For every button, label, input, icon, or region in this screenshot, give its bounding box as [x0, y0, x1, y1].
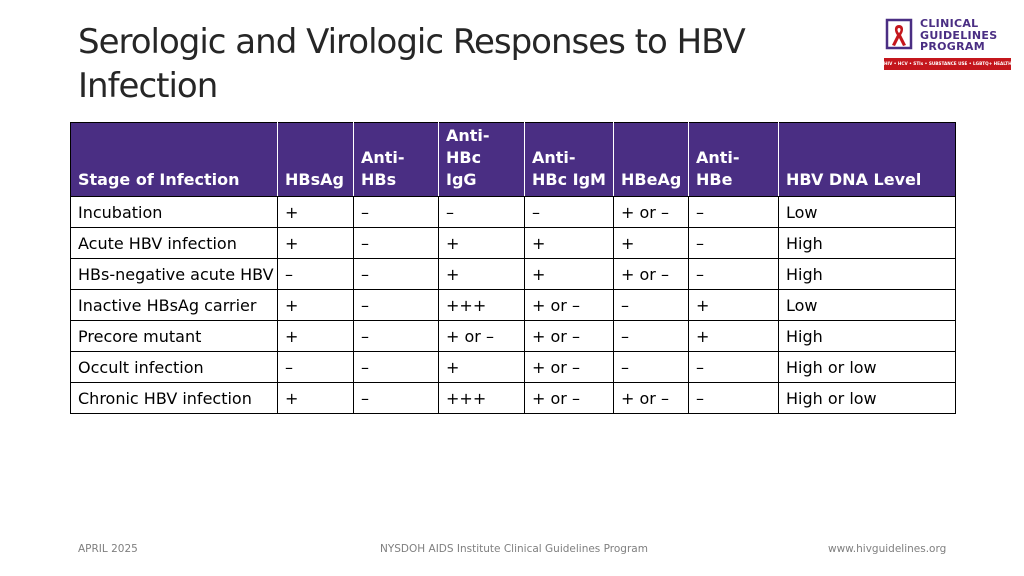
hbv-response-table: Stage of Infection HBsAg Anti-HBs Anti-H…: [70, 122, 956, 414]
column-header: HBeAg: [613, 122, 689, 197]
table-cell: –: [353, 227, 439, 259]
table-cell: Occult infection: [70, 351, 278, 383]
table-cell: + or –: [613, 382, 689, 414]
logo-tagline: HIV • HCV • STIs • SUBSTANCE USE • LGBTQ…: [884, 57, 1011, 70]
column-header: Anti-HBs: [353, 122, 439, 197]
table-cell: –: [688, 382, 779, 414]
table-cell: + or –: [524, 382, 614, 414]
footer-url: www.hivguidelines.org: [828, 543, 947, 555]
table-cell: HBs-negative acute HBV: [70, 258, 278, 290]
table-cell: –: [353, 258, 439, 290]
table-cell: +: [277, 289, 354, 321]
table-cell: +: [277, 196, 354, 228]
table-cell: Low: [778, 289, 956, 321]
column-header: Stage of Infection: [70, 122, 278, 197]
column-header: HBsAg: [277, 122, 354, 197]
table-cell: +: [524, 227, 614, 259]
table-cell: +++: [438, 382, 525, 414]
table-cell: –: [438, 196, 525, 228]
table-cell: +: [688, 289, 779, 321]
table-cell: –: [613, 289, 689, 321]
table-cell: High or low: [778, 382, 956, 414]
table-row: Chronic HBV infection + – +++ + or – + o…: [70, 382, 956, 414]
table-cell: High or low: [778, 351, 956, 383]
table-cell: High: [778, 258, 956, 290]
table-cell: +: [438, 227, 525, 259]
table-row: Inactive HBsAg carrier + – +++ + or – – …: [70, 289, 956, 321]
table-cell: +: [438, 351, 525, 383]
table-cell: –: [613, 320, 689, 352]
table-cell: –: [353, 289, 439, 321]
table-cell: –: [353, 320, 439, 352]
table-cell: –: [353, 196, 439, 228]
footer-date: APRIL 2025: [78, 543, 138, 555]
column-header: Anti-HBe: [688, 122, 779, 197]
table-cell: + or –: [524, 320, 614, 352]
table-cell: High: [778, 320, 956, 352]
ribbon-logo-icon: [884, 18, 914, 52]
table-cell: + or –: [613, 196, 689, 228]
table-cell: +++: [438, 289, 525, 321]
table-cell: +: [688, 320, 779, 352]
table-cell: –: [688, 258, 779, 290]
table-cell: –: [688, 351, 779, 383]
table-cell: –: [524, 196, 614, 228]
table-row: Acute HBV infection + – + + + – High: [70, 227, 956, 259]
table-cell: Chronic HBV infection: [70, 382, 278, 414]
page-title: Serologic and Virologic Responses to HBV…: [78, 22, 746, 106]
table-row: Incubation + – – – + or – – Low: [70, 196, 956, 228]
table-row: HBs-negative acute HBV – – + + + or – – …: [70, 258, 956, 290]
table-row: Precore mutant + – + or – + or – – + Hig…: [70, 320, 956, 352]
table-cell: +: [277, 320, 354, 352]
table-cell: –: [688, 227, 779, 259]
table-cell: –: [277, 351, 354, 383]
column-header: Anti-HBc IgM: [524, 122, 614, 197]
table-cell: –: [353, 351, 439, 383]
table-cell: Acute HBV infection: [70, 227, 278, 259]
table-cell: + or –: [524, 351, 614, 383]
table-cell: Incubation: [70, 196, 278, 228]
logo-wordmark: CLINICAL GUIDELINES PROGRAM: [920, 17, 998, 53]
table-cell: –: [353, 382, 439, 414]
table-cell: –: [277, 258, 354, 290]
table-cell: High: [778, 227, 956, 259]
table-cell: + or –: [613, 258, 689, 290]
table-cell: +: [438, 258, 525, 290]
table-cell: + or –: [438, 320, 525, 352]
table-cell: +: [277, 227, 354, 259]
table-cell: –: [613, 351, 689, 383]
table-header-row: Stage of Infection HBsAg Anti-HBs Anti-H…: [70, 122, 956, 197]
table-cell: Precore mutant: [70, 320, 278, 352]
table-cell: +: [613, 227, 689, 259]
table-cell: +: [277, 382, 354, 414]
column-header: Anti-HBc IgG: [438, 122, 525, 197]
clinical-guidelines-logo: CLINICAL GUIDELINES PROGRAM HIV • HCV • …: [884, 18, 1012, 76]
table-row: Occult infection – – + + or – – – High o…: [70, 351, 956, 383]
footer-program: NYSDOH AIDS Institute Clinical Guideline…: [380, 543, 648, 555]
table-cell: –: [688, 196, 779, 228]
table-cell: +: [524, 258, 614, 290]
table-cell: Low: [778, 196, 956, 228]
table-cell: + or –: [524, 289, 614, 321]
table-cell: Inactive HBsAg carrier: [70, 289, 278, 321]
column-header: HBV DNA Level: [778, 122, 956, 197]
